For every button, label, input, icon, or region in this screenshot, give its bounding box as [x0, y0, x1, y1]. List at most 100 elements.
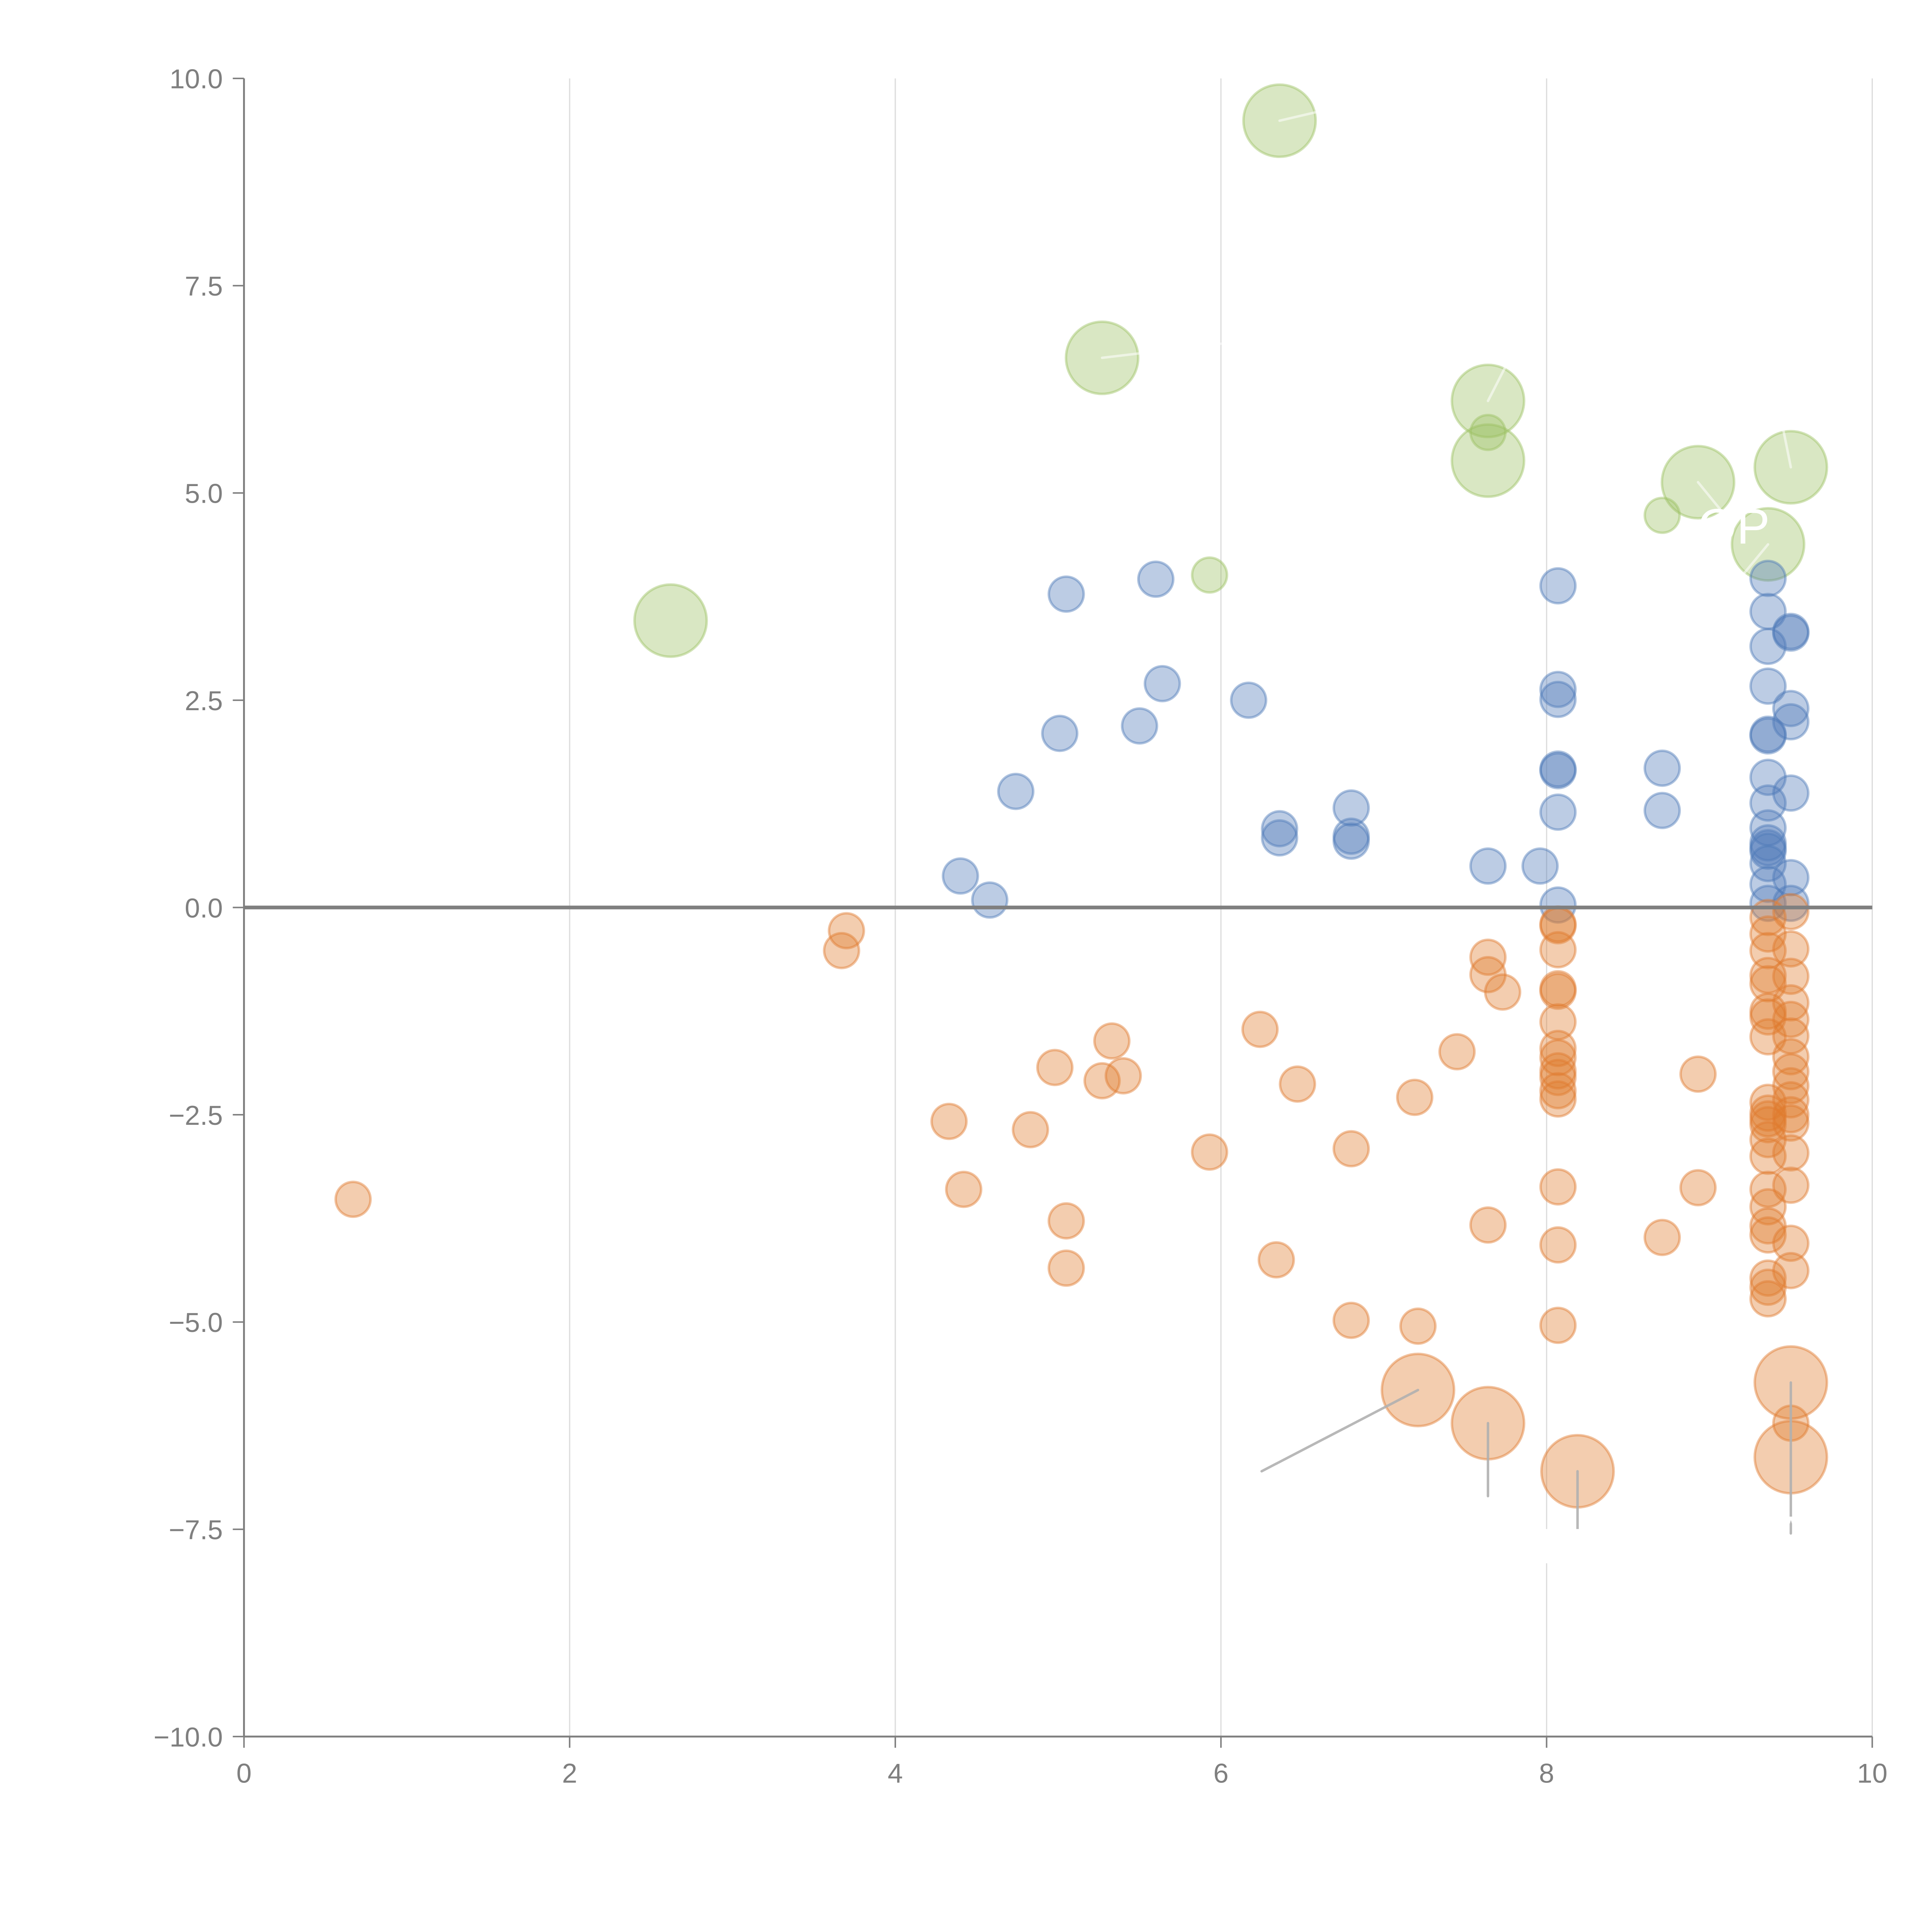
data-point-positive [1539, 750, 1577, 788]
data-point-negative [1012, 1111, 1049, 1148]
y-tick-label: −10.0 [153, 1722, 223, 1753]
y-tick-label: −5.0 [169, 1308, 223, 1338]
data-point-negative [1469, 956, 1507, 993]
annotation-label: A [1774, 1506, 1808, 1562]
data-point-negative [1539, 1168, 1577, 1206]
data-point-positive [1643, 749, 1681, 787]
data-point-negative [1279, 1065, 1316, 1103]
data-point-negative [1772, 1038, 1810, 1076]
data-point-positive [1539, 752, 1577, 789]
data-point-positive [1772, 614, 1810, 652]
data-point-negative [1749, 992, 1787, 1030]
data-point-negative [1190, 1133, 1228, 1171]
x-ticks: 0 2 4 6 8 10 [236, 1736, 1888, 1789]
annotation-leader-line [1697, 481, 1735, 527]
data-point-positive [1143, 665, 1181, 702]
data-point-negative [1539, 1052, 1577, 1090]
data-point-negative [1772, 1053, 1810, 1090]
data-point-negative [828, 912, 865, 949]
data-point-negative [1772, 984, 1810, 1022]
data-point-negative [1399, 1307, 1437, 1345]
y-ticks: 10.0 7.5 5.0 2.5 0.0 −2.5 −5.0 −7.5 −10.0 [153, 64, 244, 1753]
data-point-negative [1772, 893, 1810, 930]
x-tick-label: 6 [1213, 1758, 1228, 1789]
data-point-positive [1749, 832, 1787, 870]
data-point-negative [1749, 1280, 1787, 1318]
y-tick-label: −2.5 [169, 1100, 223, 1131]
data-point-positive [1749, 809, 1787, 847]
data-point-negative [1772, 1081, 1810, 1119]
data-point-positive [1521, 847, 1559, 885]
data-point-positive [1230, 681, 1267, 719]
data-point-highlight-small [1190, 556, 1228, 594]
y-tick-label: 2.5 [185, 686, 223, 716]
data-point-negative [1539, 1072, 1577, 1110]
data-point-negative [1749, 965, 1787, 1003]
data-point-highlight-small [1643, 497, 1681, 534]
data-point-negative [1749, 957, 1787, 994]
data-point-negative [1749, 915, 1787, 953]
data-point-positive [1121, 707, 1158, 745]
y-tick-label: 0.0 [185, 893, 223, 923]
data-point-negative [1539, 1306, 1577, 1344]
annotation-leader-line [1781, 425, 1792, 469]
data-point-negative [823, 932, 861, 969]
x-tick-label: 10 [1857, 1758, 1888, 1789]
data-point-negative [1749, 1188, 1787, 1226]
data-point-negative [1241, 1010, 1279, 1048]
y-tick-label: 7.5 [185, 271, 223, 302]
data-point-negative [1749, 1137, 1787, 1175]
data-point-negative [1772, 1252, 1810, 1289]
data-point-negative [1539, 1039, 1577, 1077]
data-point-negative [1048, 1249, 1085, 1287]
data-point-negative [1772, 1067, 1810, 1105]
data-point-negative [1679, 1169, 1717, 1207]
data-point-negative [1749, 1207, 1787, 1245]
data-point-positive [971, 881, 1009, 919]
data-point-positive [1749, 715, 1787, 753]
data-point-positive [942, 857, 979, 895]
data-point-highlight [1451, 423, 1526, 498]
data-point-positive [1048, 575, 1085, 613]
data-point-negative [1438, 1033, 1476, 1071]
data-point-negative [1772, 1225, 1810, 1262]
x-tick-label: 0 [236, 1758, 252, 1789]
x-tick-label: 8 [1539, 1758, 1554, 1789]
annotation-leader-line [1741, 543, 1769, 577]
data-point-positive [1749, 784, 1787, 822]
data-point-positive [1469, 847, 1507, 885]
data-point-negative [1772, 957, 1810, 995]
data-point-negative [1643, 1219, 1681, 1256]
data-point-positive [1749, 759, 1787, 796]
data-point-negative [1396, 1078, 1434, 1116]
data-point-negative [1749, 1216, 1787, 1254]
annotation-leader-line [1278, 110, 1320, 122]
annotation-label: OP [1698, 499, 1770, 554]
x-tick-label: 4 [888, 1758, 903, 1789]
annotation-leader-line [1100, 342, 1223, 359]
data-points [334, 83, 1828, 1509]
data-point-positive [1749, 829, 1787, 867]
data-point-negative [1484, 973, 1522, 1011]
data-point-positive [1137, 560, 1175, 598]
data-point-positive [1749, 717, 1787, 755]
data-point-negative [1679, 1055, 1717, 1093]
data-point-positive [1261, 819, 1298, 857]
x-tick-label: 2 [562, 1758, 577, 1789]
data-point-negative [1539, 1030, 1577, 1067]
data-point-negative [334, 1180, 372, 1218]
data-point-negative [1772, 1167, 1810, 1204]
data-point-positive [1332, 817, 1370, 855]
data-point-negative [945, 1170, 983, 1208]
data-point-positive [1261, 810, 1298, 848]
y-tick-label: 5.0 [185, 479, 223, 509]
data-point-positive [1749, 593, 1787, 630]
data-point-negative [1332, 1130, 1370, 1168]
data-point-negative [930, 1102, 968, 1140]
data-point-negative [1749, 998, 1787, 1036]
data-point-negative [1469, 938, 1507, 976]
data-point-negative [1048, 1202, 1085, 1240]
data-point-negative [1539, 972, 1577, 1010]
data-point-negative [1093, 1022, 1131, 1060]
